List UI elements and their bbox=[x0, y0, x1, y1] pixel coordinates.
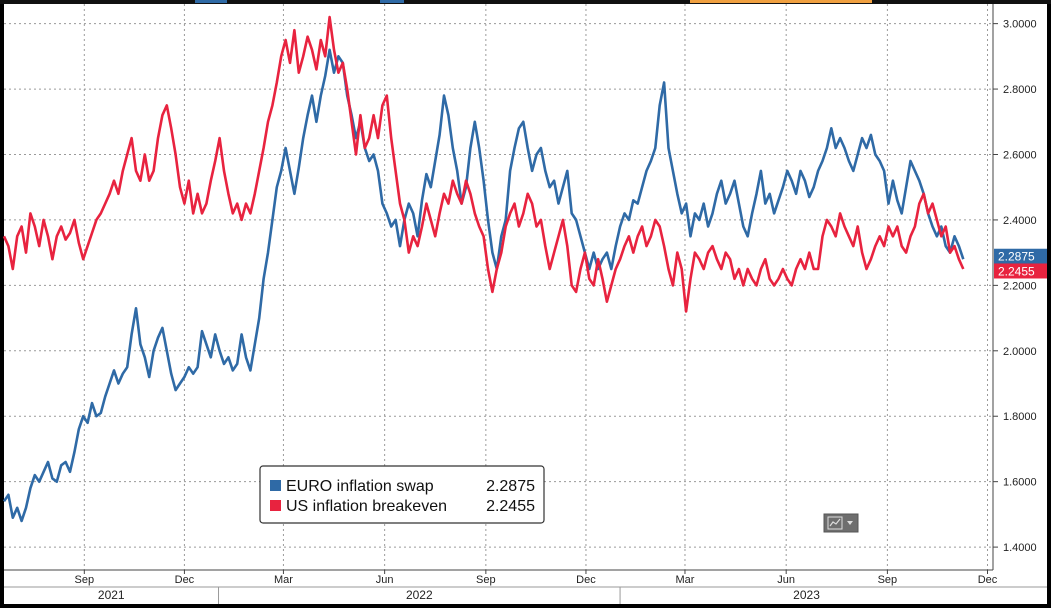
y-tick-label: 1.4000 bbox=[1003, 542, 1037, 554]
year-label: 2021 bbox=[98, 588, 125, 602]
y-tick-label: 1.6000 bbox=[1003, 477, 1037, 489]
legend-value-euro: 2.2875 bbox=[486, 478, 535, 495]
y-tick-label: 3.0000 bbox=[1003, 19, 1037, 31]
legend-label-euro: EURO inflation swap bbox=[286, 478, 434, 495]
y-tick-label: 2.0000 bbox=[1003, 346, 1037, 358]
x-axis-years: 2021 2022 2023 bbox=[98, 587, 820, 604]
year-label: 2022 bbox=[406, 588, 433, 602]
x-tick-label: Sep bbox=[476, 574, 496, 586]
year-label: 2023 bbox=[793, 588, 820, 602]
x-tick-label: Sep bbox=[75, 574, 95, 586]
top-strip bbox=[0, 0, 1051, 4]
top-tab-2 bbox=[380, 0, 404, 3]
x-tick-label: Sep bbox=[878, 574, 898, 586]
y-tick-label: 2.6000 bbox=[1003, 149, 1037, 161]
top-tab-1 bbox=[195, 0, 227, 3]
last-value-text-us: 2.2455 bbox=[998, 264, 1035, 278]
x-tick-label: Jun bbox=[777, 574, 795, 586]
series-group bbox=[2, 15, 965, 523]
legend-value-us: 2.2455 bbox=[486, 498, 535, 515]
y-axis-ticks: 1.4000 1.6000 1.8000 2.0000 2.2000 2.4000 2.60… bbox=[993, 19, 1037, 554]
x-tick-label: Dec bbox=[175, 574, 195, 586]
x-tick-label: Mar bbox=[274, 574, 293, 586]
x-tick-label: Mar bbox=[675, 574, 694, 586]
legend-swatch-us bbox=[270, 500, 281, 511]
last-value-tag-euro bbox=[994, 248, 1047, 264]
top-tab-3 bbox=[690, 0, 872, 3]
last-value-text-euro: 2.2875 bbox=[998, 250, 1035, 264]
x-tick-label: Dec bbox=[576, 574, 596, 586]
last-value-tag-us bbox=[994, 263, 1047, 279]
y-tick-label: 1.8000 bbox=[1003, 411, 1037, 423]
series-line-euro bbox=[2, 48, 965, 523]
legend-box bbox=[259, 465, 545, 524]
series-line-us bbox=[2, 15, 965, 313]
legend: EURO inflation swap 2.2875 US inflation … bbox=[259, 465, 545, 524]
x-tick-label: Dec bbox=[978, 574, 998, 586]
chart-type-button-bg[interactable] bbox=[823, 513, 859, 533]
x-axis-ticks: Sep Dec Mar Jun Sep Dec Mar Jun Sep Dec bbox=[75, 570, 998, 586]
line-chart-icon bbox=[827, 516, 843, 530]
chevron-down-icon bbox=[847, 521, 853, 525]
legend-label-us: US inflation breakeven bbox=[286, 498, 447, 515]
legend-swatch-euro bbox=[270, 480, 281, 491]
y-tick-label: 2.8000 bbox=[1003, 84, 1037, 96]
chart-type-button[interactable] bbox=[823, 513, 859, 533]
y-tick-label: 2.4000 bbox=[1003, 215, 1037, 227]
y-tick-label: 2.2000 bbox=[1003, 280, 1037, 292]
x-tick-label: Jun bbox=[376, 574, 394, 586]
